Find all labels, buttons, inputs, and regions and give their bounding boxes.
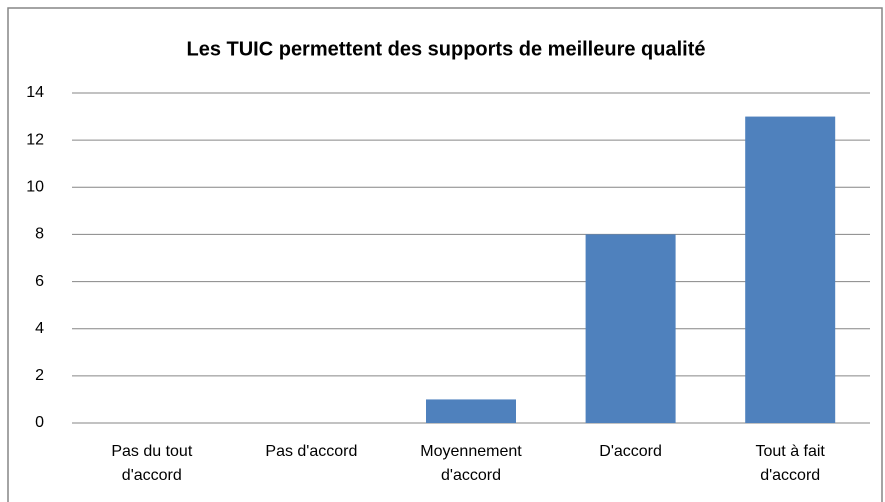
x-tick-label: D'accord: [599, 443, 662, 460]
y-tick-label: 12: [26, 131, 44, 148]
y-tick-label: 10: [26, 179, 44, 196]
y-tick-label: 8: [35, 226, 44, 243]
x-tick-label: Pas d'accord: [265, 443, 358, 460]
y-tick-label: 2: [35, 367, 44, 384]
y-tick-label: 0: [35, 414, 44, 431]
x-tick-label: Tout à fait d'accord: [755, 443, 825, 484]
y-tick-label: 14: [26, 84, 44, 101]
bar: [585, 234, 676, 423]
x-tick-label: Moyennement d'accord: [420, 443, 522, 484]
x-tick-label: Pas du tout d'accord: [111, 443, 193, 484]
chart-title: Les TUIC permettent des supports de meil…: [186, 38, 705, 60]
bar: [426, 399, 516, 423]
bar: [745, 116, 836, 424]
y-tick-label: 6: [35, 273, 44, 290]
y-tick-label: 4: [35, 320, 44, 337]
